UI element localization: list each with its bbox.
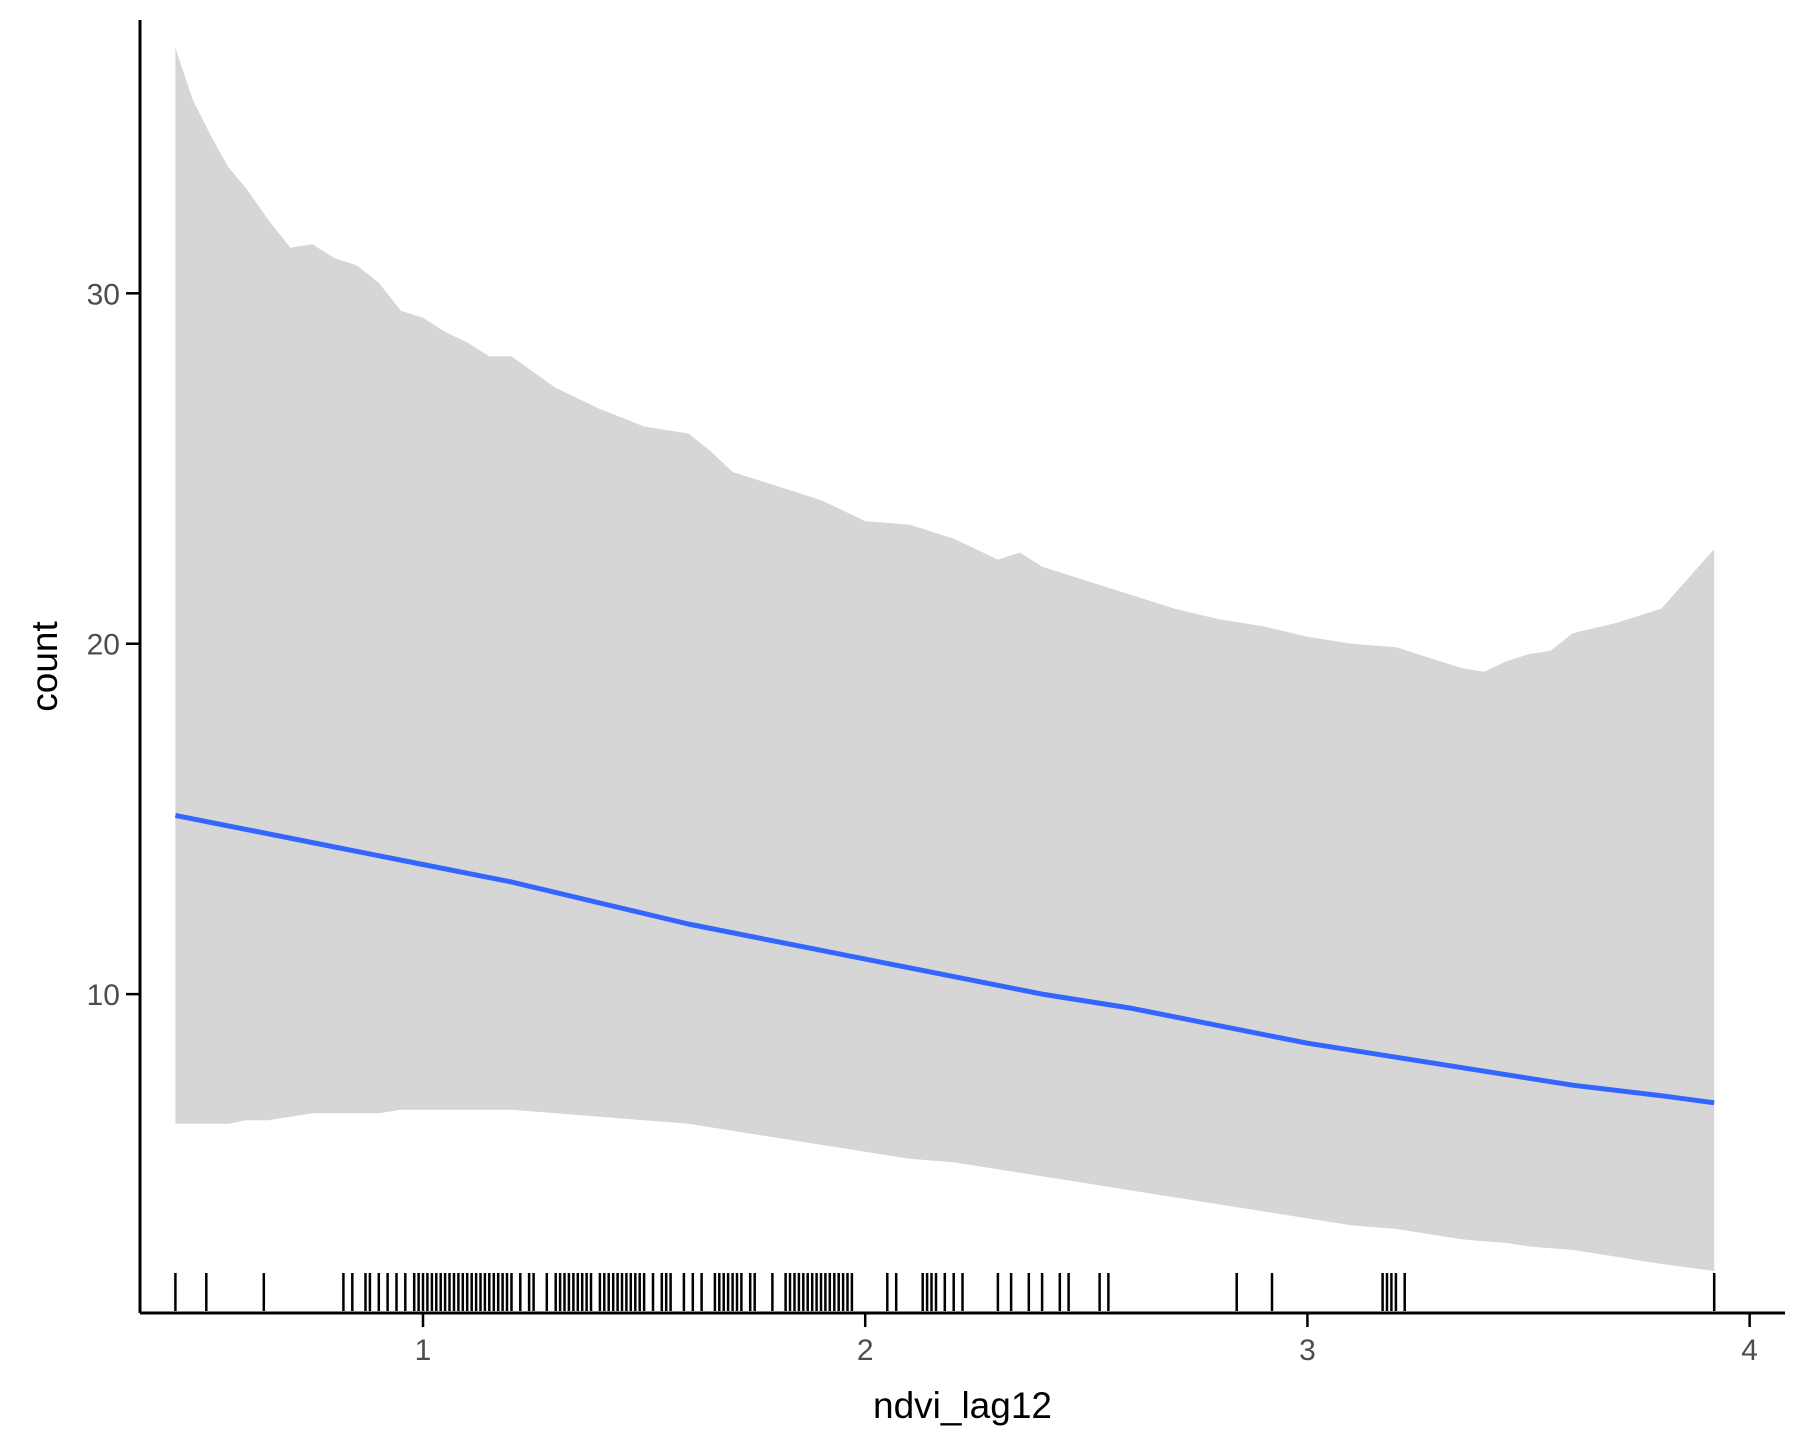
fit-line xyxy=(174,812,1715,1106)
confidence-band-layer xyxy=(175,48,1715,1271)
x-axis-title: ndvi_lag12 xyxy=(873,1385,1052,1426)
fit-line-layer xyxy=(174,812,1715,1106)
x-tick-label: 4 xyxy=(1741,1334,1758,1367)
x-tick-label: 1 xyxy=(415,1334,432,1367)
y-axis-title: count xyxy=(24,621,65,712)
y-tick-label: 10 xyxy=(87,979,120,1012)
confidence-band xyxy=(175,48,1715,1271)
y-ticks: 10 20 30 xyxy=(87,278,140,1012)
x-ticks: 1 2 3 4 xyxy=(415,1313,1758,1367)
y-tick-label: 20 xyxy=(87,629,120,662)
x-tick-label: 3 xyxy=(1299,1334,1316,1367)
y-tick-label: 30 xyxy=(87,278,120,311)
rug-layer xyxy=(174,1273,1716,1311)
axes-layer xyxy=(138,20,1785,1315)
x-tick-label: 2 xyxy=(857,1334,874,1367)
